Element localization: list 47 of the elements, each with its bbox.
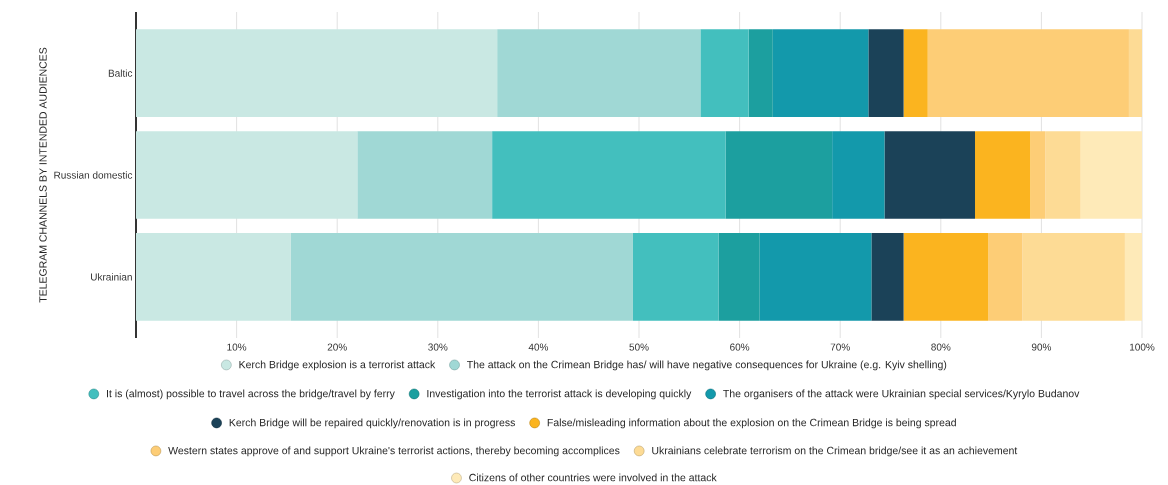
legend-label: The attack on the Crimean Bridge has/ will have negative consequences for Ukraine (e.g. Kyiv shelling) xyxy=(467,360,947,371)
bar xyxy=(1128,29,1143,117)
bar xyxy=(290,233,633,321)
bar xyxy=(497,29,701,117)
bar xyxy=(988,233,1023,321)
bar xyxy=(1045,131,1081,219)
bar xyxy=(632,233,719,321)
bar xyxy=(868,29,904,117)
x-tick-label: 70% xyxy=(830,343,850,351)
x-tick-label: 50% xyxy=(629,343,649,351)
x-tick-label: 30% xyxy=(428,343,448,351)
x-tick-label: 80% xyxy=(931,343,951,351)
bar xyxy=(903,233,989,321)
bar xyxy=(1030,131,1046,219)
x-tick-label: 10% xyxy=(227,343,247,351)
bar xyxy=(871,233,904,321)
bar xyxy=(492,131,726,219)
legend-label: Ukrainians celebrate terrorism on the Crimean bridge/see it as an achievement xyxy=(652,446,1018,457)
bar xyxy=(1124,233,1143,321)
legend-label: Western states approve of and support Ukraine's terrorist actions, thereby becoming accomplices xyxy=(168,446,620,457)
bar xyxy=(975,131,1031,219)
bar xyxy=(927,29,1129,117)
y-tick-label: Russian domestic xyxy=(54,171,133,179)
bar xyxy=(1080,131,1143,219)
y-tick-label: Ukrainian xyxy=(91,273,132,281)
legend-label: Kerch Bridge will be repaired quickly/renovation is in progress xyxy=(229,418,515,429)
legend-label: It is (almost) possible to travel across the bridge/travel by ferry xyxy=(107,389,395,400)
legend-label: The organisers of the attack were Ukrainian special services/Kyrylo Budanov xyxy=(723,389,1080,400)
legend-label: Investigation into the terrorist attack is developing quickly xyxy=(427,389,692,400)
x-tick-label: 90% xyxy=(1031,343,1052,351)
x-tick-label: 40% xyxy=(528,343,549,351)
bar xyxy=(1022,233,1125,321)
bar xyxy=(136,29,498,117)
y-axis-title: TELEGRAM CHANNELS BY INTENDED AUDIENCES xyxy=(39,47,47,303)
bar xyxy=(357,131,493,219)
bar xyxy=(903,29,928,117)
bar xyxy=(136,233,291,321)
x-tick-label: 100% xyxy=(1129,343,1155,351)
legend-label: Citizens of other countries were involved in the attack xyxy=(469,473,717,482)
x-tick-label: 60% xyxy=(730,343,750,351)
bar xyxy=(884,131,976,219)
bar xyxy=(136,131,358,219)
legend-label: False/misleading information about the explosion on the Crimean Bridge is being spread xyxy=(547,418,956,429)
bar xyxy=(700,29,749,117)
legend-label: Kerch Bridge explosion is a terrorist attack xyxy=(239,360,436,371)
x-tick-label: 20% xyxy=(327,343,347,351)
y-tick-label: Baltic xyxy=(108,69,133,77)
